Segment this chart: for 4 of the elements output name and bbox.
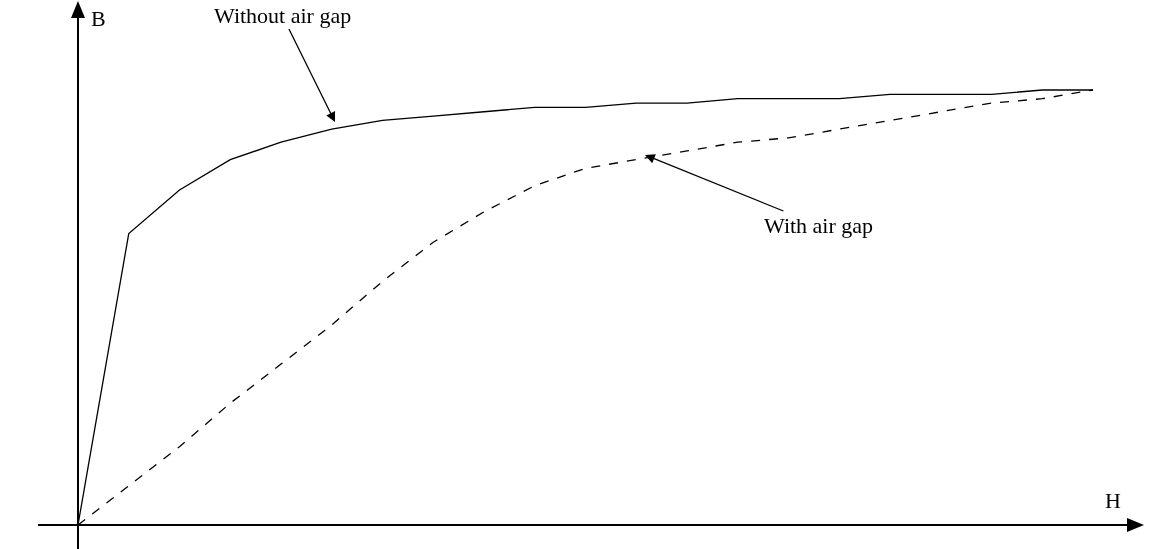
- y-axis-title: B: [91, 6, 106, 31]
- annotation: With air gap: [764, 213, 874, 238]
- text: Without air gap: [214, 3, 352, 28]
- x-axis-title: H: [1105, 488, 1121, 513]
